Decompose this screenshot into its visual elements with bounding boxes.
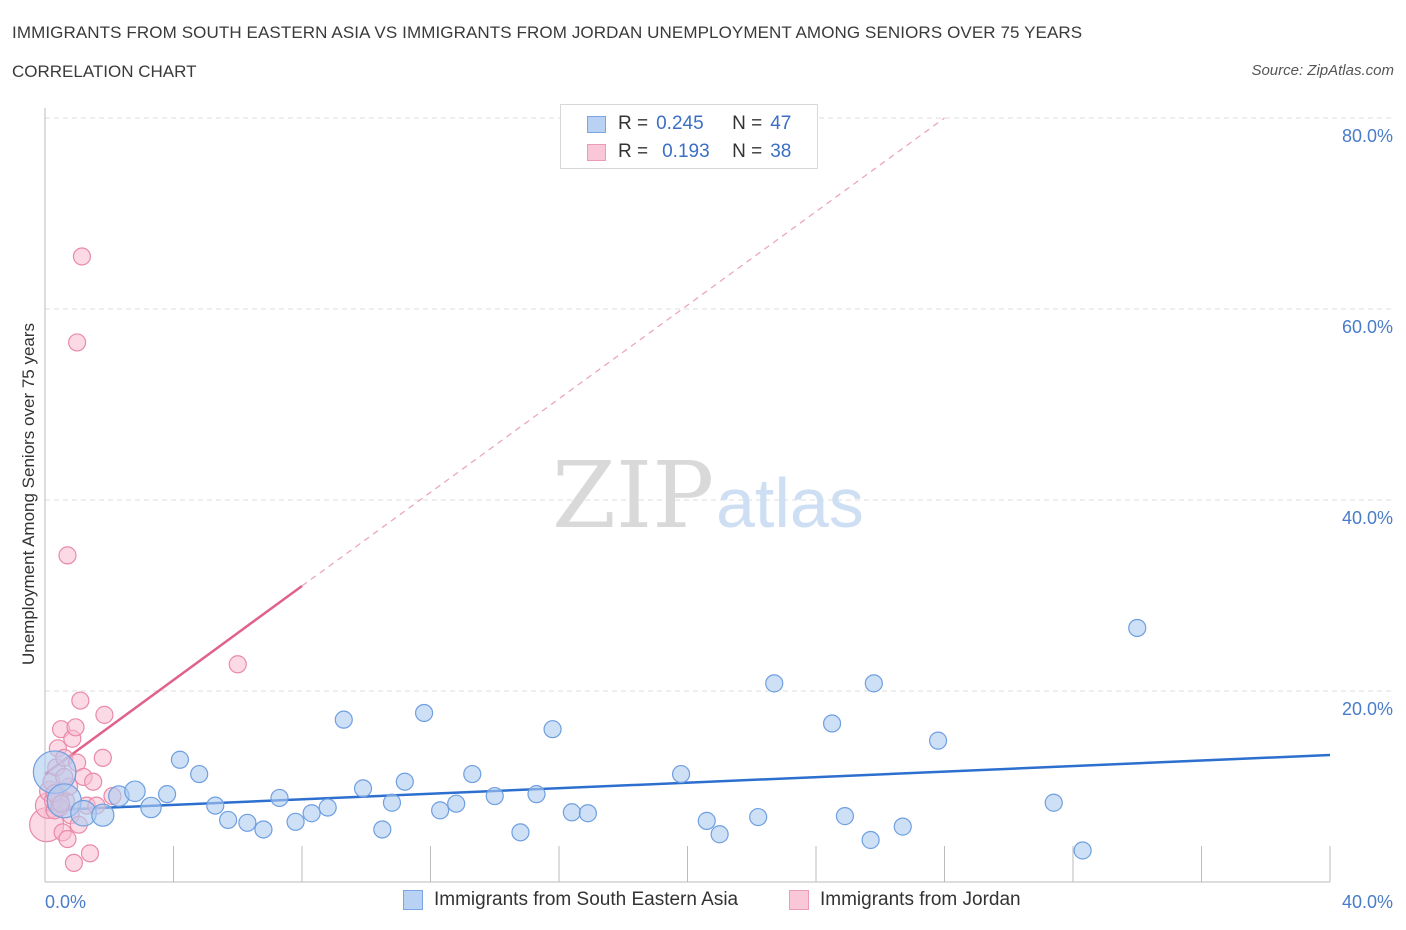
watermark-atlas: atlas	[716, 464, 864, 542]
sea-data-point	[928, 731, 948, 750]
data-points	[29, 247, 1147, 873]
sea-data-point	[822, 714, 842, 733]
sea-data-point	[1044, 793, 1063, 812]
bottom-legend-label-jordan: Immigrants from Jordan	[820, 889, 1021, 910]
watermark: ZIP atlas	[552, 442, 864, 549]
jordan-trend-extension	[301, 117, 945, 587]
legend-r-label: R =	[618, 141, 649, 162]
sea-data-point	[270, 788, 289, 808]
chart-subtitle: CORRELATION CHART	[12, 62, 197, 81]
sea-data-point	[578, 804, 598, 823]
legend-n-value: 47	[770, 113, 792, 134]
sea-data-point	[353, 779, 373, 798]
sea-data-point	[671, 764, 691, 784]
sea-data-point	[835, 807, 855, 826]
sea-data-point	[414, 703, 434, 723]
source-credit: Source: ZipAtlas.com	[1251, 62, 1394, 79]
legend-n-value: 38	[770, 141, 792, 162]
y-tick-label: 40.0%	[1342, 508, 1393, 528]
legend-r-value: 0.193	[662, 141, 710, 162]
sea-data-point	[765, 674, 784, 693]
sea-data-point	[697, 811, 716, 830]
sea-data-point	[286, 812, 305, 831]
sea-data-point	[318, 798, 337, 817]
sea-data-point	[382, 793, 402, 812]
jordan-data-point	[66, 718, 85, 737]
sea-data-point	[562, 803, 581, 822]
y-tick-label: 20.0%	[1342, 699, 1393, 719]
sea-data-point	[190, 764, 209, 784]
legend-swatch-blue	[587, 115, 606, 133]
bottom-legend-swatch-pink	[789, 890, 809, 910]
sea-data-point	[463, 764, 482, 784]
jordan-data-point	[93, 748, 112, 767]
bottom-legend-label-sea: Immigrants from South Eastern Asia	[434, 889, 739, 910]
axis-labels: 20.0% 40.0% 60.0% 80.0% 0.0% 40.0% Unemploymen…	[19, 126, 1393, 912]
jordan-data-point	[72, 247, 92, 266]
sea-data-point	[302, 804, 321, 823]
sea-data-point	[485, 786, 504, 806]
jordan-data-point	[68, 333, 87, 352]
jordan-data-point	[71, 691, 90, 710]
sea-trend-line	[44, 753, 1331, 812]
grid-lines	[45, 117, 1392, 692]
legend-n-label: N =	[732, 141, 763, 162]
sea-data-point	[254, 820, 273, 839]
sea-data-point	[373, 820, 392, 839]
legend-row-sea: R = 0.245 N = 47	[587, 112, 791, 136]
sea-data-point	[219, 810, 238, 830]
bottom-legend-jordan: Immigrants from Jordan	[789, 889, 1021, 911]
sea-data-point	[749, 807, 768, 827]
legend-r-value: 0.245	[656, 113, 704, 134]
sea-data-point	[140, 796, 162, 819]
y-axis-label: Unemployment Among Seniors over 75 years	[19, 323, 38, 665]
legend-swatch-pink	[587, 143, 606, 161]
sea-data-point	[511, 823, 530, 842]
sea-data-point	[1128, 618, 1147, 638]
y-tick-label: 80.0%	[1342, 126, 1393, 146]
x-tick-label: 40.0%	[1342, 892, 1393, 912]
sea-data-point	[124, 780, 146, 803]
chart-title: IMMIGRANTS FROM SOUTH EASTERN ASIA VS IM…	[12, 23, 1083, 42]
sea-data-point	[157, 785, 177, 804]
bottom-legend-swatch-blue	[403, 890, 423, 910]
jordan-data-point	[228, 655, 247, 674]
sea-data-point	[710, 825, 729, 844]
sea-data-point	[893, 817, 912, 836]
sea-data-point	[543, 720, 562, 739]
jordan-data-point	[95, 705, 114, 724]
jordan-data-point	[58, 829, 77, 849]
legend-r-label: R =	[618, 113, 649, 134]
sea-data-point	[431, 801, 450, 820]
legend-n-label: N =	[732, 113, 763, 134]
x-tick-label: 0.0%	[45, 892, 86, 912]
jordan-data-point	[64, 853, 84, 873]
sea-data-point	[527, 785, 546, 804]
bottom-legend-sea: Immigrants from South Eastern Asia	[403, 889, 738, 911]
sea-data-point	[395, 772, 414, 791]
watermark-zip: ZIP	[552, 442, 714, 549]
y-tick-label: 60.0%	[1342, 317, 1393, 337]
correlation-legend: R = 0.245 N = 47 R = 0.193 N = 38	[560, 104, 818, 169]
trend-lines	[44, 117, 1331, 812]
jordan-data-point	[58, 546, 77, 565]
sea-data-point	[334, 710, 353, 729]
sea-data-point	[1073, 841, 1092, 860]
sea-data-point	[864, 674, 883, 693]
sea-data-point	[447, 794, 466, 813]
jordan-data-point	[84, 772, 103, 791]
sea-data-point	[206, 796, 225, 815]
jordan-data-point	[80, 844, 100, 863]
legend-row-jordan: R = 0.193 N = 38	[587, 140, 791, 164]
jordan-trend-line	[44, 584, 303, 776]
sea-data-point	[170, 750, 190, 769]
sea-data-point	[861, 830, 880, 850]
sea-data-point	[91, 803, 115, 827]
sea-data-point	[238, 813, 257, 832]
